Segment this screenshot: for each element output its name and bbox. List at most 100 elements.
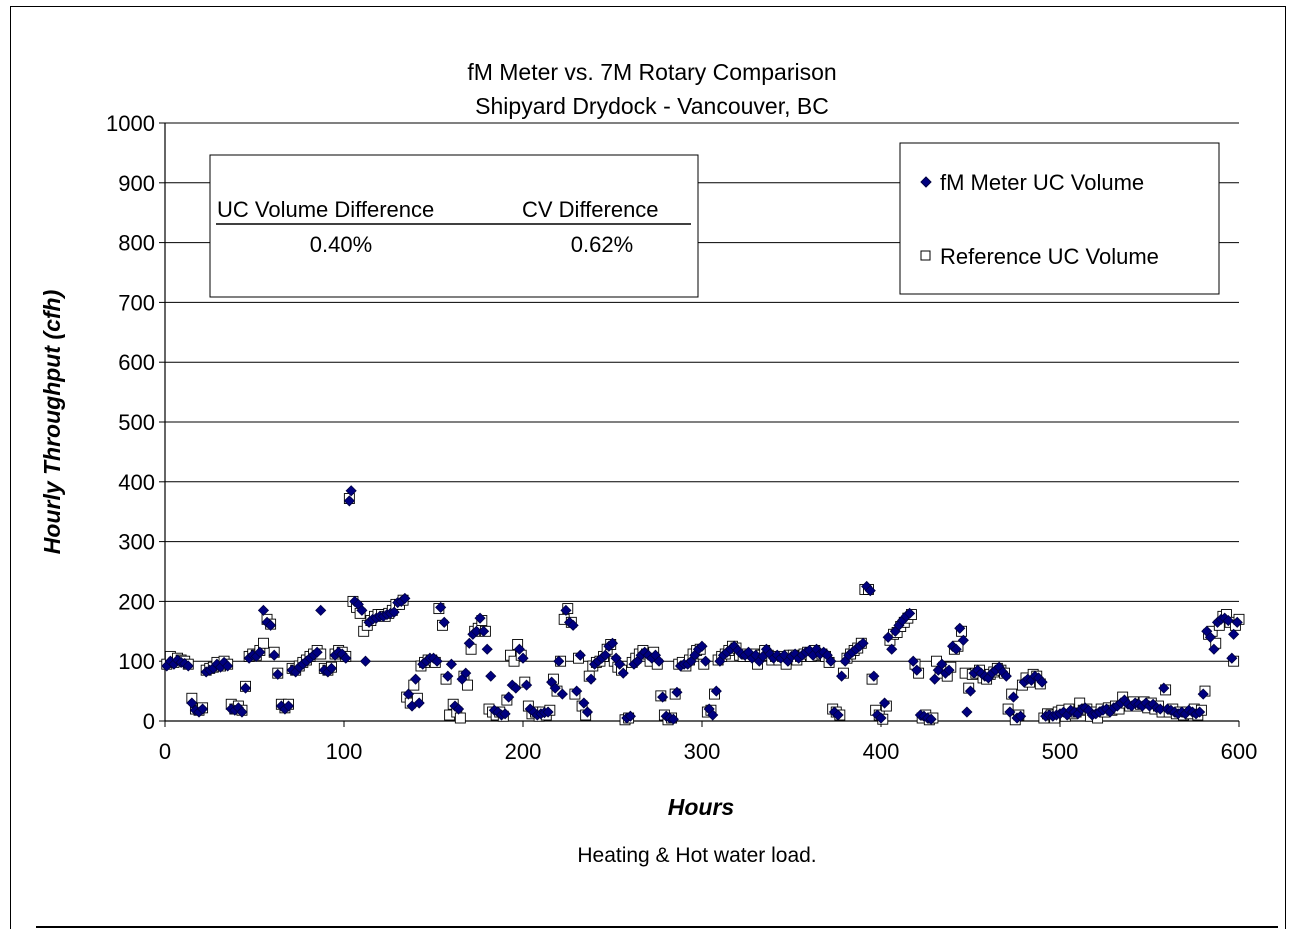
fm-series-marks <box>161 485 1243 725</box>
fm-point <box>1004 706 1016 718</box>
x-tick-label: 300 <box>684 739 721 764</box>
fm-point <box>1208 643 1220 655</box>
fm-point <box>929 673 941 685</box>
fm-point <box>485 670 497 682</box>
fm-point <box>343 495 355 507</box>
fm-point <box>1158 682 1170 694</box>
fm-point <box>825 655 837 667</box>
y-tick-label: 600 <box>118 350 155 375</box>
chart-subtitle: Shipyard Drydock - Vancouver, BC <box>475 93 829 119</box>
fm-point <box>556 688 568 700</box>
legend: fM Meter UC Volume Reference UC Volume <box>899 142 1220 295</box>
reference-point <box>258 637 269 649</box>
x-tick-label: 0 <box>159 739 171 764</box>
y-tick-label: 700 <box>118 290 155 315</box>
fm-point <box>521 679 533 691</box>
legend-border <box>899 142 1220 295</box>
fm-point <box>452 703 465 715</box>
fm-point <box>1226 652 1238 664</box>
fm-point <box>571 685 583 697</box>
fm-point <box>268 649 280 661</box>
fm-point <box>499 708 511 720</box>
y-axis-title: Hourly Throughput (cfh) <box>39 290 65 554</box>
fm-point <box>700 655 712 667</box>
fm-point <box>624 710 636 722</box>
y-tick-label: 100 <box>118 649 155 674</box>
fm-point <box>257 604 270 616</box>
legend-label-ref: Reference UC Volume <box>940 244 1159 269</box>
chart-caption: Heating & Hot water load. <box>577 844 816 867</box>
fm-point <box>657 691 669 703</box>
fm-point <box>282 700 295 712</box>
y-tick-label: 500 <box>118 410 155 435</box>
fm-point <box>954 622 966 634</box>
fm-point <box>222 660 234 672</box>
fm-point <box>617 667 629 679</box>
fm-point <box>254 646 266 658</box>
fm-point <box>879 697 891 709</box>
y-tick-label: 800 <box>118 231 155 256</box>
fm-point <box>315 604 327 616</box>
fm-point <box>402 688 415 700</box>
fm-point <box>1015 710 1027 722</box>
fm-point <box>438 616 450 628</box>
fm-point <box>513 643 525 655</box>
fm-point <box>832 709 844 721</box>
fm-point <box>340 652 352 664</box>
fm-point <box>836 670 848 682</box>
fm-point <box>578 697 590 709</box>
fm-point <box>1000 670 1012 682</box>
y-tick-label: 300 <box>118 530 155 555</box>
fm-point <box>671 686 683 698</box>
summary-header-cv: CV Difference <box>522 197 659 222</box>
fm-point <box>481 643 493 655</box>
fm-point <box>1197 688 1209 700</box>
fm-point <box>964 685 977 697</box>
legend-label-fm: fM Meter UC Volume <box>940 170 1144 195</box>
tick-labels: 0 100 200 300 400 500 600 700 800 900 1000 0 100 200 3… <box>106 111 1257 764</box>
fm-point <box>410 673 422 685</box>
fm-point <box>325 662 338 674</box>
fm-point <box>581 706 594 718</box>
fm-point <box>614 658 626 670</box>
y-tick-label: 400 <box>118 470 155 495</box>
fm-point <box>957 634 969 646</box>
fm-point <box>311 646 323 658</box>
fm-point <box>186 697 198 709</box>
x-axis-title: Hours <box>668 794 734 820</box>
y-tick-label: 0 <box>143 709 155 734</box>
fm-point <box>1231 616 1243 628</box>
fm-point <box>517 652 529 664</box>
summary-value-cv: 0.62% <box>571 232 633 257</box>
fm-point <box>667 713 679 725</box>
chart-frame <box>10 6 1286 929</box>
fm-point <box>197 703 209 715</box>
fm-point <box>574 649 586 661</box>
fm-point <box>585 673 597 685</box>
fm-point <box>435 601 447 613</box>
y-tick-label: 200 <box>118 589 155 614</box>
reference-point <box>454 712 466 724</box>
fm-point <box>265 619 277 631</box>
fm-point <box>936 658 948 670</box>
fm-point <box>549 682 561 694</box>
chart-title: fM Meter vs. 7M Rotary Comparison <box>467 59 836 85</box>
fm-point <box>272 668 284 680</box>
fm-point <box>653 655 665 667</box>
fm-point <box>904 607 916 619</box>
fm-point <box>882 631 894 643</box>
fm-point <box>1007 691 1020 703</box>
summary-header-uc: UC Volume Difference <box>217 197 434 222</box>
reference-point <box>508 655 520 667</box>
fm-point <box>356 604 368 616</box>
fm-point <box>474 612 486 624</box>
fm-point <box>606 637 619 649</box>
fm-point <box>567 619 579 631</box>
fm-point <box>911 664 923 676</box>
fm-point <box>696 640 708 652</box>
fm-point <box>445 658 457 670</box>
fm-point <box>503 691 515 703</box>
fm-point <box>907 655 919 667</box>
fm-point <box>1194 706 1206 718</box>
